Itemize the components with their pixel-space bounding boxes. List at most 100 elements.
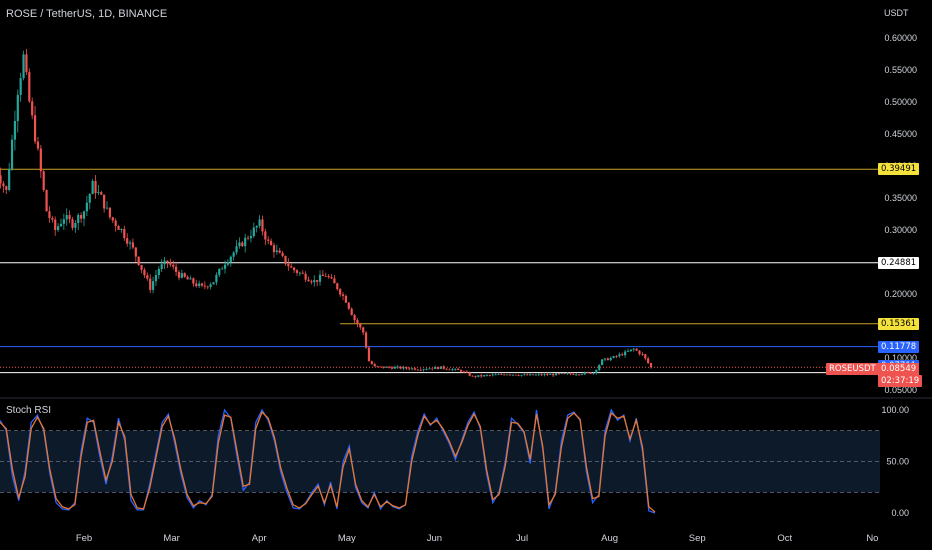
candle-body bbox=[157, 268, 160, 276]
candle-body bbox=[203, 285, 206, 287]
candle-body bbox=[249, 236, 253, 239]
candle-body bbox=[33, 115, 37, 142]
candle-body bbox=[215, 274, 218, 283]
candle-body bbox=[281, 252, 284, 256]
candle-body bbox=[111, 217, 114, 221]
candle-body bbox=[411, 368, 414, 370]
time-tick-label: Oct bbox=[777, 533, 792, 544]
candle-body bbox=[632, 348, 635, 350]
candle-body bbox=[494, 374, 497, 376]
candle-body bbox=[376, 366, 379, 368]
stoch-tick-label: 0.00 bbox=[891, 508, 909, 518]
candle-body bbox=[390, 367, 394, 369]
candle-body bbox=[517, 375, 520, 377]
candle-body bbox=[448, 369, 451, 371]
candle-body bbox=[485, 375, 489, 376]
candle-body bbox=[497, 374, 500, 375]
candle-body bbox=[123, 228, 126, 239]
candle-body bbox=[543, 374, 546, 376]
candle-body bbox=[310, 281, 313, 283]
price-tick-label: 0.45000 bbox=[884, 129, 917, 139]
candle-body bbox=[82, 211, 86, 219]
candle-body bbox=[318, 274, 322, 282]
candle-body bbox=[8, 169, 11, 190]
time-tick-label: May bbox=[338, 533, 356, 544]
candle-body bbox=[529, 374, 532, 376]
candle-body bbox=[45, 190, 48, 212]
candle-body bbox=[572, 374, 575, 375]
candle-body bbox=[428, 368, 431, 370]
price-tick-label: 0.10000 bbox=[884, 353, 917, 363]
level-price-tag: 0.24881 bbox=[878, 256, 920, 269]
candle-body bbox=[143, 269, 146, 276]
candle-body bbox=[244, 237, 247, 247]
candle-body bbox=[284, 255, 287, 264]
candle-body bbox=[626, 351, 630, 352]
candle-body bbox=[267, 239, 270, 241]
candle-body bbox=[128, 242, 132, 244]
candle-body bbox=[321, 274, 324, 276]
candle-body bbox=[293, 267, 296, 271]
candle-body bbox=[523, 374, 526, 376]
candle-body bbox=[54, 219, 57, 231]
price-tick-label: 0.35000 bbox=[884, 193, 917, 203]
candle-body bbox=[198, 283, 201, 287]
candle-body bbox=[108, 207, 112, 218]
candle-body bbox=[416, 369, 419, 371]
candle-body bbox=[298, 272, 301, 274]
level-price-tag: 0.15361 bbox=[878, 317, 920, 330]
candle-body bbox=[10, 139, 14, 170]
candle-body bbox=[324, 275, 327, 277]
candle-body bbox=[465, 371, 468, 373]
candle-body bbox=[120, 228, 123, 230]
candle-body bbox=[387, 366, 391, 368]
candle-body bbox=[474, 375, 477, 377]
candle-body bbox=[229, 256, 232, 263]
candle-body bbox=[42, 171, 45, 191]
candle-body bbox=[28, 72, 31, 102]
candle-body bbox=[621, 354, 624, 356]
level-price-tag: 0.11778 bbox=[878, 340, 920, 353]
time-tick-label: Mar bbox=[163, 533, 179, 544]
candle-body bbox=[235, 246, 238, 253]
candle-body bbox=[31, 101, 34, 116]
candle-body bbox=[218, 268, 221, 275]
candle-body bbox=[336, 283, 339, 290]
stoch-band bbox=[0, 430, 880, 493]
stoch-line bbox=[0, 410, 656, 513]
candle-body bbox=[313, 280, 316, 283]
candle-body bbox=[373, 364, 376, 367]
candle-body bbox=[477, 375, 480, 377]
candle-body bbox=[402, 367, 405, 369]
candle-body bbox=[647, 358, 650, 364]
candle-body bbox=[531, 374, 535, 376]
candle-body bbox=[177, 271, 181, 278]
candle-body bbox=[80, 215, 83, 219]
candle-body bbox=[635, 348, 638, 351]
candle-body bbox=[295, 270, 299, 273]
candle-body bbox=[77, 215, 80, 223]
candle-body bbox=[39, 148, 42, 172]
candle-body bbox=[100, 192, 103, 195]
candle-body bbox=[339, 289, 342, 295]
candle-body bbox=[51, 218, 54, 220]
candle-body bbox=[71, 219, 74, 228]
candle-body bbox=[25, 54, 28, 73]
candle-body bbox=[272, 245, 276, 252]
candle-body bbox=[183, 273, 186, 277]
candle-body bbox=[103, 194, 106, 209]
candle-body bbox=[19, 78, 22, 95]
candle-body bbox=[301, 272, 304, 274]
level-price-tag: 0.39491 bbox=[878, 163, 920, 176]
candle-body bbox=[140, 265, 143, 270]
candle-body bbox=[154, 275, 158, 282]
candle-body bbox=[347, 302, 350, 309]
candle-body bbox=[462, 371, 466, 373]
candle-body bbox=[255, 226, 258, 228]
candle-body bbox=[344, 295, 348, 303]
candle-body bbox=[223, 264, 227, 269]
candle-body bbox=[471, 375, 474, 377]
candle-body bbox=[350, 308, 353, 316]
candle-body bbox=[598, 364, 601, 370]
